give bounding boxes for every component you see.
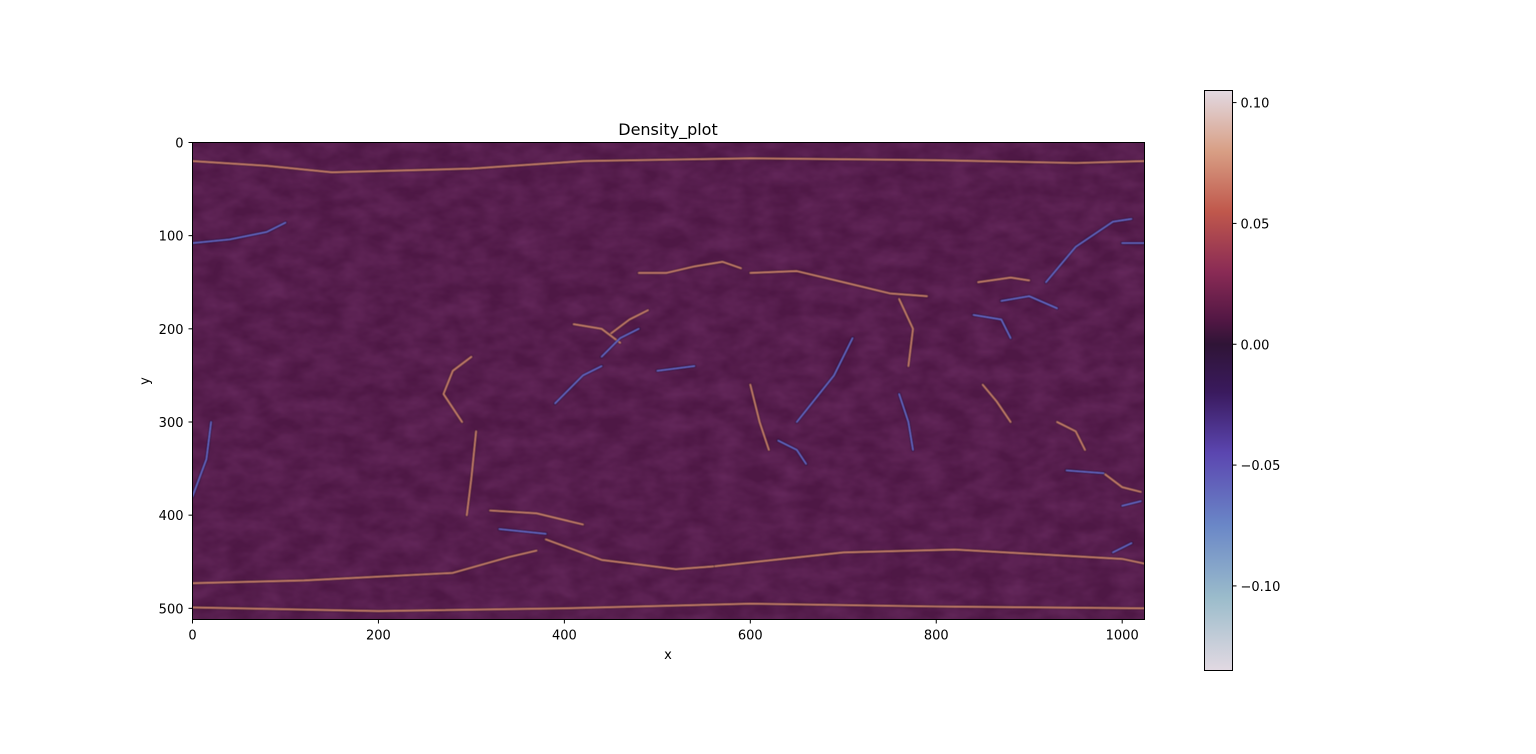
negative-ridge — [972, 314, 1012, 339]
y-tick-label: 300 — [159, 416, 184, 431]
x-tick-label: 1000 — [1106, 629, 1139, 644]
x-tick-label: 800 — [924, 629, 949, 644]
heatmap-features — [192, 156, 1145, 613]
positive-ridge — [981, 383, 1012, 423]
x-axis: 0 200 400 600 800 1000 — [188, 619, 1139, 644]
negative-ridge — [554, 365, 603, 405]
y-tick-label: 100 — [159, 230, 184, 245]
x-tick-label: 600 — [738, 629, 763, 644]
negative-ridge — [192, 221, 287, 244]
negative-ridge — [796, 337, 854, 423]
colorbar-gradient — [1204, 90, 1233, 671]
y-tick-label: 200 — [159, 323, 184, 338]
positive-ridge — [465, 430, 477, 517]
negative-ridge — [898, 393, 914, 451]
positive-ridge — [898, 298, 914, 367]
positive-ridge — [977, 276, 1030, 284]
chart-title: Density_plot — [618, 120, 718, 140]
positive-ridge — [192, 549, 538, 585]
colorbar-tick-label: 0.00 — [1241, 338, 1270, 353]
positive-ridge — [1056, 421, 1086, 451]
y-tick-label: 500 — [159, 602, 184, 617]
negative-ridge — [600, 328, 640, 358]
positive-ridge — [610, 309, 649, 335]
positive-ridge — [192, 602, 1145, 612]
negative-ridge — [777, 439, 807, 465]
colorbar-frame — [1204, 90, 1233, 671]
heatmap-plot-area — [192, 142, 1145, 620]
colorbar-tick-label: −0.05 — [1241, 459, 1281, 474]
x-axis-label: x — [664, 648, 672, 663]
negative-ridge — [1045, 218, 1133, 283]
positive-ridge — [749, 270, 928, 298]
x-tick-label: 200 — [366, 629, 391, 644]
negative-ridge — [498, 528, 547, 535]
positive-ridge — [749, 383, 770, 451]
y-tick-label: 0 — [175, 137, 183, 152]
y-tick-label: 400 — [159, 509, 184, 524]
positive-ridge — [572, 323, 622, 344]
x-tick-label: 0 — [188, 629, 196, 644]
positive-ridge — [192, 157, 1145, 174]
colorbar-ticks: 0.10 0.05 0.00 −0.05 −0.10 — [1232, 97, 1281, 595]
colorbar-tick-label: 0.10 — [1241, 97, 1270, 112]
negative-ridge — [192, 421, 212, 498]
negative-ridge — [1065, 469, 1105, 474]
positive-ridge — [544, 538, 714, 571]
x-tick-label: 400 — [552, 629, 577, 644]
y-axis: 0 100 200 300 400 500 — [159, 137, 193, 617]
y-axis-label: y — [138, 377, 153, 385]
negative-ridge — [1121, 500, 1142, 507]
positive-ridge — [712, 548, 1145, 568]
colorbar-tick-label: 0.05 — [1241, 217, 1270, 232]
positive-ridge — [1102, 472, 1142, 493]
colorbar-tick-label: −0.10 — [1241, 580, 1281, 595]
positive-ridge — [637, 260, 742, 274]
positive-ridge — [442, 355, 473, 423]
colorbar: 0.10 0.05 0.00 −0.05 −0.10 — [1204, 90, 1281, 671]
negative-ridge — [1000, 295, 1058, 309]
plot-frame — [192, 142, 1145, 620]
negative-ridge — [656, 365, 696, 372]
heatmap-texture — [192, 142, 1145, 620]
positive-ridge — [489, 509, 584, 526]
negative-ridge — [1112, 542, 1133, 554]
